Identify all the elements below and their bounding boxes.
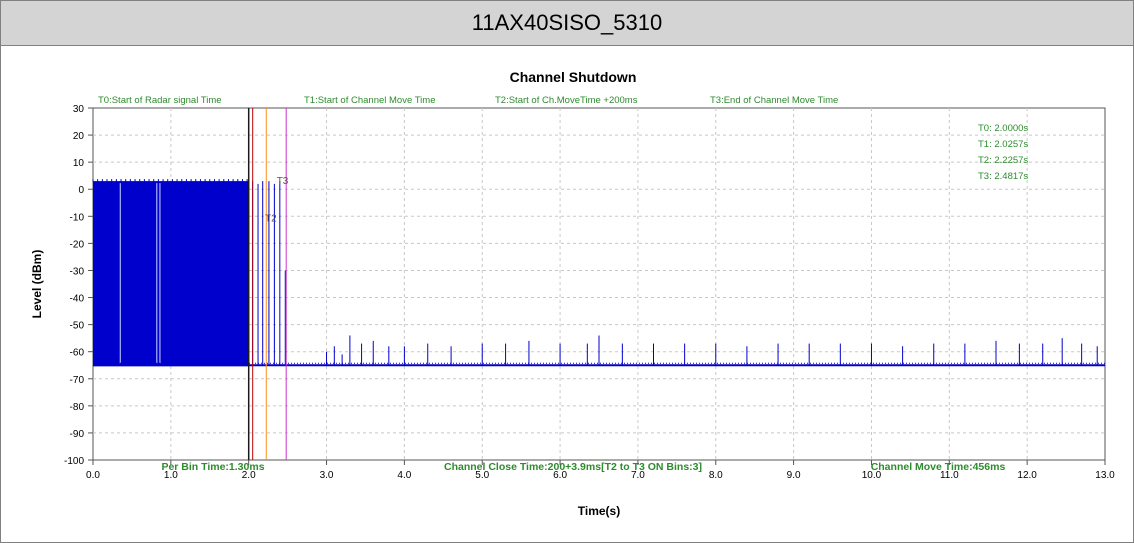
y-tick-label: -80 (70, 402, 85, 413)
x-tick-label: 0.0 (86, 470, 100, 481)
y-tick-label: -50 (70, 321, 85, 332)
x-tick-label: 4.0 (397, 470, 411, 481)
y-tick-label: -40 (70, 294, 85, 305)
y-tick-label: 10 (73, 158, 85, 169)
top-label: T3:End of Channel Move Time (710, 95, 838, 106)
y-axis-label: Level (dBm) (30, 250, 44, 319)
x-tick-label: 12.0 (1017, 470, 1037, 481)
y-tick-label: -90 (70, 429, 85, 440)
top-label: T0:Start of Radar signal Time (98, 95, 222, 106)
marker-readouts: T0: 2.0000s T1: 2.0257s T2: 2.2257s T3: 2.4… (978, 123, 1028, 182)
marker-readout: T0: 2.0000s (978, 123, 1028, 134)
x-tick-label: 7.0 (631, 470, 645, 481)
y-tick-label: -100 (64, 456, 84, 467)
chart-title: Channel Shutdown (510, 69, 637, 85)
marker-lines: T2 T3 (247, 108, 289, 460)
bottom-label: Per Bin Time:1.30ms (161, 461, 264, 473)
y-tick-label: 20 (73, 131, 85, 142)
x-tick-label: 5.0 (475, 470, 489, 481)
top-label: T1:Start of Channel Move Time (304, 95, 435, 106)
x-tick-label: 3.0 (320, 470, 334, 481)
marker-tag: T2 (265, 214, 277, 225)
y-tick-label: -10 (70, 212, 85, 223)
header-bar: 11AX40SISO_5310 (1, 1, 1133, 46)
marker-readout: T3: 2.4817s (978, 171, 1028, 182)
x-tick-label: 2.0 (242, 470, 256, 481)
top-label: T2:Start of Ch.MoveTime +200ms (495, 95, 638, 106)
marker-readout: T1: 2.0257s (978, 139, 1028, 150)
x-tick-label: 9.0 (787, 470, 801, 481)
y-tick-label: -60 (70, 348, 85, 359)
signal-trace (92, 179, 1105, 367)
y-tick-label: -70 (70, 375, 85, 386)
x-tick-label: 1.0 (164, 470, 178, 481)
y-tick-label: 0 (78, 185, 84, 196)
x-tick-label: 11.0 (940, 470, 959, 481)
bottom-label: Channel Move Time:456ms (871, 461, 1006, 473)
x-axis-label: Time(s) (578, 504, 620, 518)
x-tick-label: 13.0 (1095, 470, 1115, 481)
x-axis: 0.0 1.0 2.0 3.0 4.0 5.0 6.0 7.0 8.0 9.0 10.0 11.0 12… (86, 460, 1115, 481)
channel-shutdown-chart: Channel Shutdown T0:Start of Radar signa… (30, 69, 1115, 518)
plot-area (92, 107, 1106, 461)
page-title: 11AX40SISO_5310 (471, 10, 663, 35)
y-axis: 30 20 10 0 -10 -20 -30 -40 -50 -60 -70 -80 -90 -100 (64, 104, 93, 467)
y-tick-label: 30 (73, 104, 85, 115)
x-tick-label: 8.0 (709, 470, 723, 481)
y-tick-label: -30 (70, 266, 85, 277)
marker-tag: T3 (277, 176, 289, 187)
y-tick-label: -20 (70, 239, 85, 250)
top-labels: T0:Start of Radar signal Time T1:Start of… (98, 95, 838, 106)
x-tick-label: 6.0 (553, 470, 567, 481)
marker-readout: T2: 2.2257s (978, 155, 1028, 166)
x-tick-label: 10.0 (862, 470, 882, 481)
radar-burst-block (93, 181, 249, 367)
